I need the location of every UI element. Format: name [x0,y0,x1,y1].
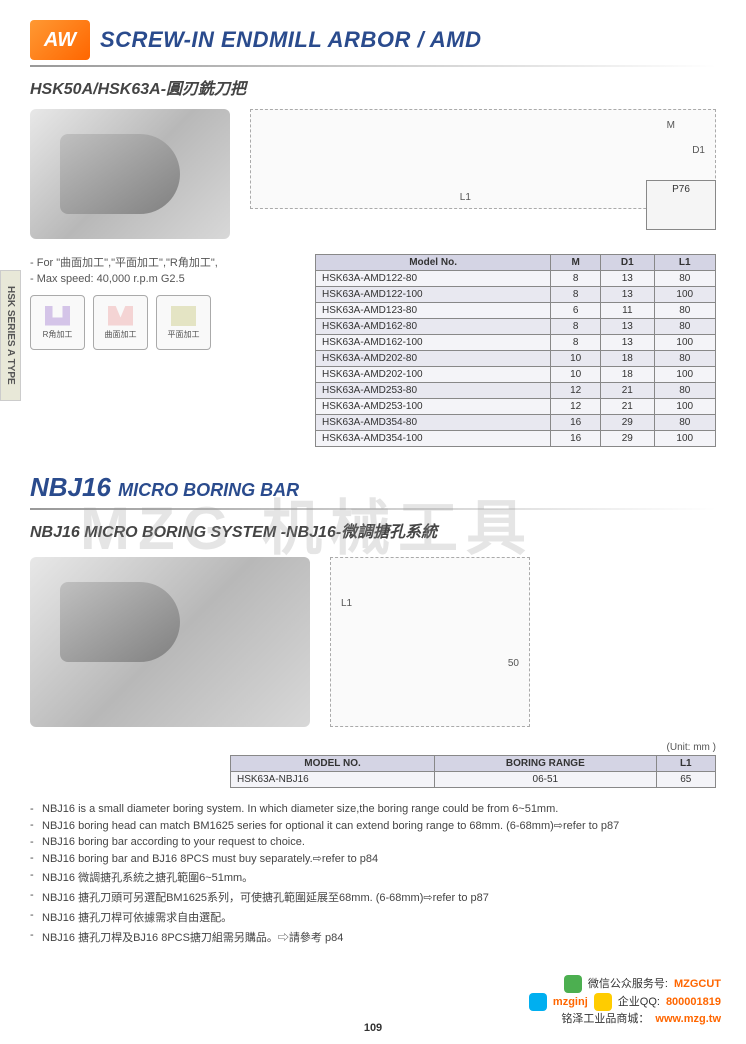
divider-2 [30,508,716,510]
bullet-item: NBJ16 boring head can match BM1625 serie… [30,819,716,832]
boring-bar-photo [30,557,310,727]
bullet-item: NBJ16 boring bar according to your reque… [30,836,716,848]
table-row: HSK63A-AMD253-80122180 [316,383,716,399]
brand-logo: AW [30,20,90,60]
product-section-1: M D1 L1 [30,109,716,239]
boring-tech-drawing: L1 50 [330,557,530,727]
table-row: HSK63A-AMD253-1001221100 [316,399,716,415]
table-row: HSK63A-AMD162-8081380 [316,319,716,335]
dim2-50: 50 [508,658,519,669]
bullet-item: NBJ16 搪孔刀桿及BJ16 8PCS搪刀組需另購品。⇨請參考 p84 [30,929,716,945]
bullet-item: NBJ16 微調搪孔系統之搪孔範圍6~51mm。 [30,869,716,885]
r-angle-icon: R角加工 [30,295,85,350]
spec-area-1: - For "曲面加工","平面加工","R角加工", - Max speed:… [30,254,716,447]
note-line2: - Max speed: 40,000 r.p.m G2.5 [30,273,300,285]
p76-ref-box: P76 [646,180,716,230]
section1-title: SCREW-IN ENDMILL ARBOR / AMD [100,27,481,53]
qq-label: 企业QQ: [618,994,660,1012]
nbj16-big: NBJ16 [30,472,111,502]
arbor-photo [30,109,230,239]
page-number: 109 [364,1022,382,1034]
spec-table-1: Model No.MD1L1 HSK63A-AMD122-8081380HSK6… [315,254,716,447]
table-row: HSK63A-NBJ1606-5165 [231,772,716,788]
skype-id: mzginj [553,994,588,1012]
wechat-icon [564,975,582,993]
dim-m: M [667,120,675,131]
notes-area: - For "曲面加工","平面加工","R角加工", - Max speed:… [30,254,300,356]
section2-subtitle: NBJ16 MICRO BORING SYSTEM -NBJ16-微調搪孔系統 [30,518,716,542]
table2-area: (Unit: mm ) MODEL NO.BORING RANGEL1 HSK6… [230,742,716,788]
spec-table-2: MODEL NO.BORING RANGEL1 HSK63A-NBJ1606-5… [230,755,716,788]
shop-url: www.mzg.tw [655,1011,721,1029]
bullet-item: NBJ16 boring bar and BJ16 8PCS must buy … [30,852,716,865]
shop-label: 铭泽工业品商城： [561,1011,649,1029]
table-header: L1 [654,255,715,271]
table-row: HSK63A-AMD122-8081380 [316,271,716,287]
product-section-2: L1 50 [30,557,716,727]
table-row: HSK63A-AMD354-80162980 [316,415,716,431]
wechat-label: 微信公众服务号: [588,976,668,994]
bullet-item: NBJ16 搪孔刀頭可另選配BM1625系列，可使搪孔範圍延展至68mm. (6… [30,889,716,905]
qq-icon [594,993,612,1011]
table-row: HSK63A-AMD123-8061180 [316,303,716,319]
table-header: M [551,255,601,271]
table-row: HSK63A-AMD354-1001629100 [316,431,716,447]
divider [30,65,716,67]
table-header: MODEL NO. [231,756,435,772]
bullet-item: NBJ16 is a small diameter boring system.… [30,803,716,815]
section2-title: NBJ16 MICRO BORING BAR [30,472,716,503]
unit-label: (Unit: mm ) [230,742,716,753]
table-header: Model No. [316,255,551,271]
table-row: HSK63A-AMD202-1001018100 [316,367,716,383]
table-row: HSK63A-AMD122-100813100 [316,287,716,303]
dim-l1: L1 [460,192,471,203]
header-row: AW SCREW-IN ENDMILL ARBOR / AMD [30,20,716,60]
dim-d1: D1 [692,145,705,156]
machining-icon-row: R角加工 曲面加工 平面加工 [30,295,300,353]
wechat-id: MZGCUT [674,976,721,994]
qq-id: 800001819 [666,994,721,1012]
dim2-l1: L1 [341,598,352,609]
table-header: D1 [601,255,654,271]
table-header: L1 [656,756,715,772]
nbj16-small: MICRO BORING BAR [118,480,299,500]
table-header: BORING RANGE [435,756,656,772]
curve-icon: 曲面加工 [93,295,148,350]
skype-icon [529,993,547,1011]
side-tab: HSK SERIES A TYPE [0,270,21,401]
section1-subtitle: HSK50A/HSK63A-圓刃銑刀把 [30,75,716,99]
footer-contact: 微信公众服务号: MZGCUT mzginj 企业QQ: 800001819 铭… [529,975,721,1029]
bullet-item: NBJ16 搪孔刀桿可依據需求自由選配。 [30,909,716,925]
table-row: HSK63A-AMD162-100813100 [316,335,716,351]
spec-table-1-wrap: Model No.MD1L1 HSK63A-AMD122-8081380HSK6… [315,254,716,447]
table-row: HSK63A-AMD202-80101880 [316,351,716,367]
flat-icon: 平面加工 [156,295,211,350]
bullet-list: NBJ16 is a small diameter boring system.… [30,803,716,945]
note-line1: - For "曲面加工","平面加工","R角加工", [30,254,300,270]
